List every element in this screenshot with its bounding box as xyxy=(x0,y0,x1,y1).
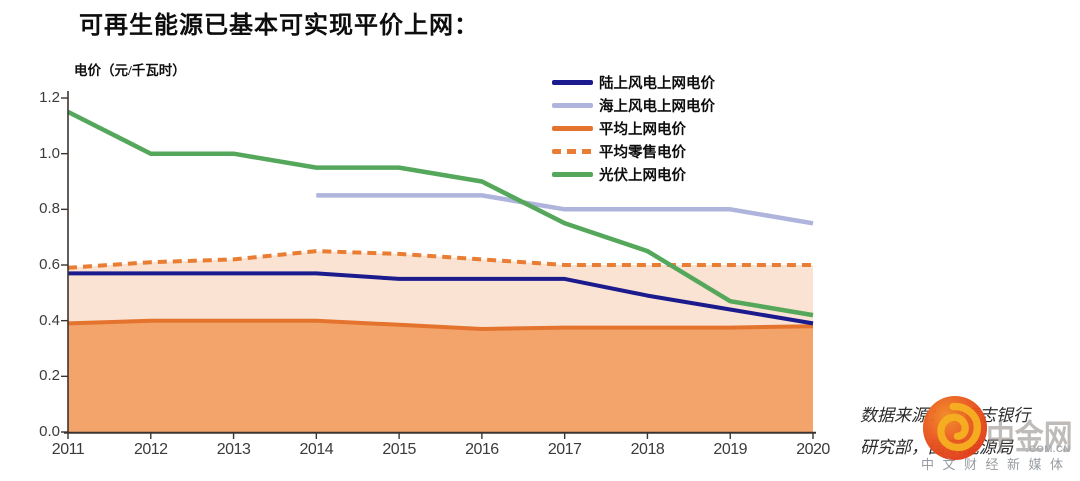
legend-label: 平均零售电价 xyxy=(599,141,686,162)
legend-swatch-avg-grid-price xyxy=(552,126,593,131)
legend-swatch-offshore-wind xyxy=(552,103,593,108)
avg-grid-price-area xyxy=(68,321,813,432)
x-tick-label: 2012 xyxy=(125,441,177,459)
legend-label: 海上风电上网电价 xyxy=(599,95,715,116)
legend-item-offshore-wind: 海上风电上网电价 xyxy=(552,94,715,117)
legend-item-avg-retail-price: 平均零售电价 xyxy=(552,140,715,163)
y-tick-label: 0.4 xyxy=(0,312,60,329)
legend-item-avg-grid-price: 平均上网电价 xyxy=(552,117,715,140)
y-tick-label: 1.0 xyxy=(0,145,60,162)
y-tick-label: 0.0 xyxy=(0,423,60,440)
source-note-line2: 研究部，国家能源局 xyxy=(860,432,1030,464)
report-chart-page: 可再生能源已基本可实现平价上网： 电价（元/千瓦时） 0.00.20.40.60… xyxy=(0,0,1080,481)
x-tick-label: 2014 xyxy=(290,441,342,459)
x-tick-label: 2015 xyxy=(373,441,425,459)
legend-swatch-avg-retail-price xyxy=(552,149,593,154)
x-tick-label: 2018 xyxy=(621,441,673,459)
offshore-wind-line xyxy=(316,195,813,223)
chart-legend: 陆上风电上网电价海上风电上网电价平均上网电价平均零售电价光伏上网电价 xyxy=(552,71,715,186)
x-tick-label: 2017 xyxy=(539,441,591,459)
legend-label: 光伏上网电价 xyxy=(599,164,686,185)
legend-swatch-solar-pv xyxy=(552,172,593,177)
x-tick-label: 2011 xyxy=(42,441,94,459)
y-tick-label: 0.6 xyxy=(0,256,60,273)
source-note-line1: 数据来源：德意志银行 xyxy=(860,400,1030,432)
y-tick-label: 0.2 xyxy=(0,367,60,384)
y-tick-label: 0.8 xyxy=(0,200,60,217)
legend-item-solar-pv: 光伏上网电价 xyxy=(552,163,715,186)
x-tick-label: 2016 xyxy=(456,441,508,459)
x-tick-label: 2020 xyxy=(787,441,839,459)
legend-swatch-onshore-wind xyxy=(552,80,593,85)
legend-item-onshore-wind: 陆上风电上网电价 xyxy=(552,71,715,94)
y-tick-label: 1.2 xyxy=(0,89,60,106)
x-tick-label: 2013 xyxy=(208,441,260,459)
source-note: 数据来源：德意志银行 研究部，国家能源局 xyxy=(860,400,1030,464)
legend-label: 陆上风电上网电价 xyxy=(599,72,715,93)
x-tick-label: 2019 xyxy=(704,441,756,459)
legend-label: 平均上网电价 xyxy=(599,118,686,139)
